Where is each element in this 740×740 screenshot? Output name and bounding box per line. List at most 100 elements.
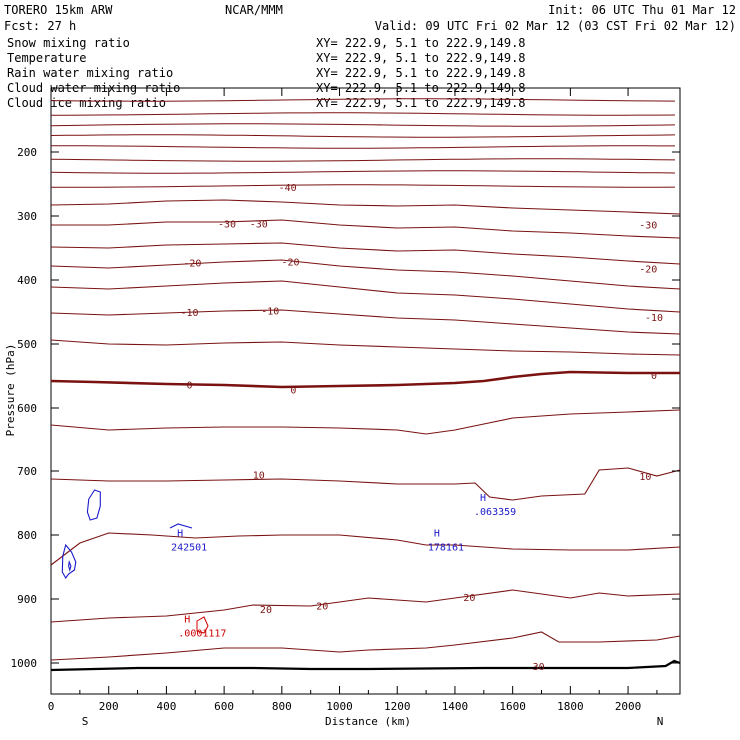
maximum-value: .0001117 <box>178 628 226 639</box>
cloud-water-contours <box>61 489 193 580</box>
legend-label-cloud-ice: Cloud ice mixing ratio <box>7 96 166 110</box>
y-tick-label: 700 <box>17 465 37 478</box>
contour-label: -30 <box>250 219 268 230</box>
y-tick-label: 200 <box>17 146 37 159</box>
contour-label: -40 <box>279 183 297 194</box>
y-axis-label: Pressure (hPa) <box>4 344 17 437</box>
isotherm-upper <box>50 170 676 174</box>
isotherm-upper <box>51 112 676 116</box>
y-tick-label: 500 <box>17 338 37 351</box>
legend-label-snow: Snow mixing ratio <box>7 36 130 50</box>
contour-label: -20 <box>183 259 201 270</box>
contour-label: 30 <box>533 662 545 673</box>
isotherm <box>50 259 681 290</box>
isotherm-upper <box>50 134 676 138</box>
contour-label: 0 <box>651 371 657 382</box>
isotherm-upper <box>50 123 676 127</box>
y-tick-label: 400 <box>17 274 37 287</box>
isotherm-upper <box>50 98 676 102</box>
contour-label: -30 <box>218 219 236 230</box>
isotherm <box>50 309 681 335</box>
x-end-label-north: N <box>657 715 664 728</box>
ground-line <box>50 659 681 672</box>
contour-label: -20 <box>639 265 657 276</box>
plot-frame <box>50 87 681 695</box>
x-tick-label: 1800 <box>557 700 584 713</box>
rain-water-contours <box>196 616 209 634</box>
x-tick-label: 0 <box>48 700 55 713</box>
contour-label: 10 <box>639 472 651 483</box>
contour-label: 0 <box>186 380 192 391</box>
init-time: Init: 06 UTC Thu 01 Mar 12 <box>548 3 736 17</box>
cloud-water-contour <box>61 543 77 580</box>
maxima-markers: H 242501 H 178161 H .063359 H .0001117 <box>171 493 516 639</box>
isotherm <box>50 532 681 566</box>
isotherm <box>50 199 681 215</box>
isotherm <box>50 589 681 623</box>
model-title: TORERO 15km ARW <box>4 3 113 17</box>
isotherm <box>51 219 681 239</box>
axis-ticks: 0 200 400 600 800 1000 1200 1400 1600 1800 2000200… <box>11 88 680 713</box>
isotherm <box>50 339 681 356</box>
y-tick-label: 900 <box>17 593 37 606</box>
contour-label: 20 <box>316 602 328 613</box>
x-tick-label: 1000 <box>326 700 353 713</box>
maximum-value: 178161 <box>428 542 464 553</box>
x-tick-label: 1200 <box>384 700 411 713</box>
isotherm <box>50 242 681 265</box>
maximum-mark: H <box>480 493 486 504</box>
isotherm <box>50 631 681 661</box>
y-tick-label: 800 <box>17 529 37 542</box>
forecast-hour: Fcst: 27 h <box>4 19 76 33</box>
x-tick-label: 600 <box>214 700 234 713</box>
legend-label-temperature: Temperature <box>7 51 86 65</box>
isotherm <box>50 467 681 501</box>
isotherm-zero <box>50 370 680 389</box>
center-label: NCAR/MMM <box>225 3 283 17</box>
isotherm <box>50 280 681 313</box>
maximum-mark: H <box>184 614 190 625</box>
ground-surface <box>50 659 681 672</box>
maximum-mark: H <box>177 528 183 539</box>
x-tick-label: 1400 <box>442 700 469 713</box>
isotherm-upper <box>50 158 676 162</box>
x-axis-label: Distance (km) <box>325 715 411 728</box>
x-tick-label: 2000 <box>615 700 642 713</box>
contour-label: -10 <box>645 313 663 324</box>
contour-labels: -40 -30 -30 -30 -20 -20 -20 -10 -10 -10 0 0 0 10 10 20 2… <box>180 183 663 673</box>
legend-xy-cloud-ice: XY= 222.9, 5.1 to 222.9,149.8 <box>316 96 526 110</box>
y-tick-label: 600 <box>17 402 37 415</box>
x-end-label-south: S <box>82 715 89 728</box>
valid-time: Valid: 09 UTC Fri 02 Mar 12 (03 CST Fri … <box>375 19 736 33</box>
legend-xy-snow: XY= 222.9, 5.1 to 222.9,149.8 <box>316 36 526 50</box>
maximum-mark: H <box>434 528 440 539</box>
x-tick-label: 200 <box>99 700 119 713</box>
rain-water-contour <box>196 616 209 634</box>
contour-label: -30 <box>639 221 657 232</box>
contour-label: -10 <box>261 307 279 318</box>
x-tick-label: 400 <box>156 700 176 713</box>
contour-label: 20 <box>463 593 475 604</box>
cloud-water-contour <box>68 559 72 572</box>
maximum-value: .063359 <box>474 507 516 518</box>
contour-label: 10 <box>253 470 265 481</box>
isotherm-upper <box>51 145 675 149</box>
x-tick-label: 1600 <box>499 700 526 713</box>
maximum-value: 242501 <box>171 542 207 553</box>
contour-label: -20 <box>281 257 299 268</box>
temperature-contours <box>50 98 681 661</box>
isotherm <box>50 409 681 435</box>
legend-label-rain: Rain water mixing ratio <box>7 66 173 80</box>
y-tick-label: 300 <box>17 210 37 223</box>
legend-xy-temperature: XY= 222.9, 5.1 to 222.9,149.8 <box>316 51 526 65</box>
legend-xy-rain: XY= 222.9, 5.1 to 222.9,149.8 <box>316 66 526 80</box>
y-tick-label: 1000 <box>11 657 38 670</box>
contour-label: 0 <box>290 385 296 396</box>
contour-label: -10 <box>180 308 198 319</box>
cloud-water-contour <box>169 523 193 529</box>
x-tick-label: 800 <box>272 700 292 713</box>
isotherm-upper <box>51 184 676 188</box>
contour-label: 20 <box>260 605 272 616</box>
cloud-water-contour <box>86 489 101 521</box>
